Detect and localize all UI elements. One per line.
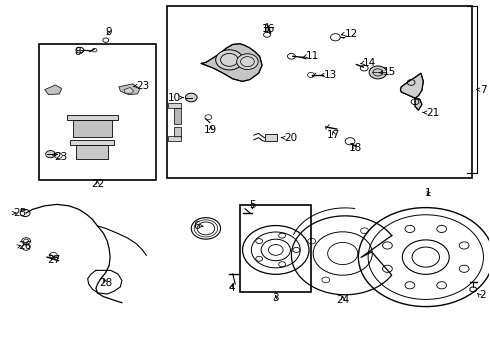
Text: 5: 5: [249, 200, 256, 210]
Polygon shape: [67, 115, 118, 120]
Text: 22: 22: [91, 179, 104, 189]
Polygon shape: [201, 44, 262, 81]
Bar: [167, 6, 472, 178]
Polygon shape: [400, 73, 423, 110]
Text: 17: 17: [327, 130, 341, 140]
Text: 21: 21: [426, 108, 439, 118]
Text: 23: 23: [137, 81, 150, 91]
Circle shape: [216, 50, 243, 70]
Polygon shape: [119, 84, 140, 95]
Text: 25: 25: [13, 208, 26, 218]
Polygon shape: [70, 140, 114, 145]
Polygon shape: [76, 145, 108, 159]
Text: 11: 11: [306, 51, 319, 61]
Circle shape: [46, 150, 55, 158]
Text: 2: 2: [480, 291, 486, 301]
Text: 16: 16: [262, 24, 275, 34]
Text: 19: 19: [204, 125, 218, 135]
Text: 27: 27: [47, 255, 60, 265]
Polygon shape: [168, 136, 181, 140]
Text: 1: 1: [425, 188, 432, 198]
Text: 9: 9: [105, 27, 112, 37]
Text: 28: 28: [99, 278, 112, 288]
Polygon shape: [168, 103, 181, 108]
Text: 14: 14: [363, 58, 376, 68]
Polygon shape: [73, 120, 112, 137]
Text: 7: 7: [481, 85, 487, 95]
Text: 23: 23: [54, 152, 68, 162]
Bar: [240, 205, 311, 292]
Text: 13: 13: [324, 70, 338, 80]
Circle shape: [369, 66, 387, 79]
Text: 10: 10: [168, 93, 180, 103]
Polygon shape: [45, 85, 62, 95]
Circle shape: [185, 93, 197, 102]
Text: 18: 18: [348, 143, 362, 153]
Polygon shape: [124, 87, 134, 93]
Text: 8: 8: [74, 46, 81, 57]
Text: 4: 4: [228, 283, 235, 293]
Text: 24: 24: [336, 295, 349, 305]
Polygon shape: [265, 134, 277, 140]
Bar: [39, 44, 156, 180]
Text: 3: 3: [272, 293, 279, 303]
Text: 12: 12: [345, 29, 358, 39]
Text: 20: 20: [284, 133, 297, 143]
Circle shape: [237, 54, 258, 69]
Polygon shape: [173, 127, 180, 137]
Polygon shape: [173, 108, 180, 125]
Text: 15: 15: [383, 67, 396, 77]
Text: 6: 6: [194, 221, 200, 231]
Text: 26: 26: [18, 241, 31, 251]
